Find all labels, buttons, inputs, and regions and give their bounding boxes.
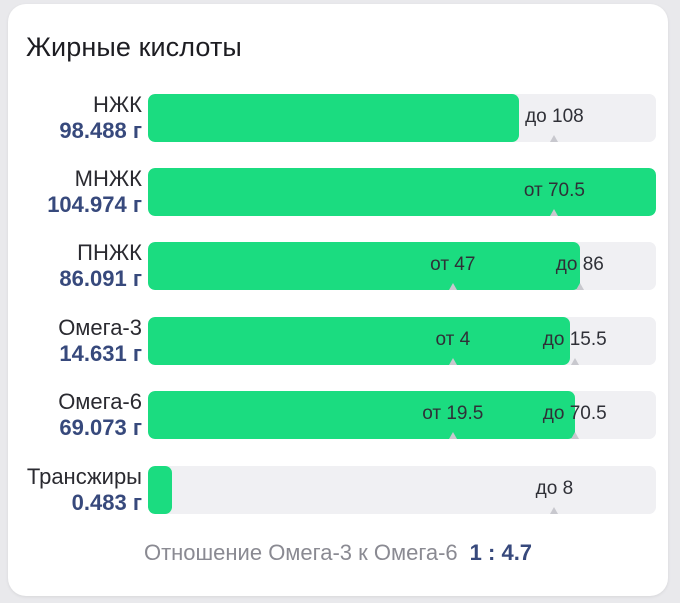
nutrient-amount: 0.483 г [71, 490, 142, 515]
range-marker-label: до 8 [535, 478, 574, 499]
nutrient-row[interactable]: Трансжиры 0.483 г до 8 [8, 464, 668, 516]
progress-track: от 47 до 86 [148, 242, 656, 290]
nutrient-name: ПНЖК [77, 240, 142, 265]
nutrient-label: МНЖК 104.974 г [0, 166, 142, 218]
nutrient-label: НЖК 98.488 г [0, 92, 142, 144]
range-marker-tick-icon [448, 358, 457, 365]
nutrient-label: Омега-3 14.631 г [0, 315, 142, 367]
fatty-acids-card: Жирные кислоты НЖК 98.488 г до 108 МНЖК 104.… [8, 4, 668, 596]
range-marker-tick-icon [550, 135, 559, 142]
progress-fill [148, 242, 580, 290]
nutrient-name: Омега-3 [58, 315, 142, 340]
omega-ratio-value: 1 : 4.7 [469, 540, 533, 565]
progress-fill [148, 94, 519, 142]
range-marker-label: от 19.5 [422, 403, 484, 424]
progress-track: от 4 до 15.5 [148, 317, 656, 365]
progress-fill [148, 168, 656, 216]
progress-fill [148, 466, 172, 514]
range-marker-tick-icon [550, 209, 559, 216]
progress-fill [148, 317, 570, 365]
nutrient-amount: 69.073 г [59, 415, 142, 440]
nutrient-amount: 104.974 г [47, 192, 142, 217]
progress-track: от 70.5 [148, 168, 656, 216]
range-marker-label: от 70.5 [523, 180, 585, 201]
omega-ratio-label: Отношение Омега-3 к Омега-6 [143, 540, 458, 565]
range-marker-label: от 4 [435, 329, 471, 350]
card-title: Жирные кислоты [26, 32, 242, 62]
nutrient-name: Омега-6 [58, 389, 142, 414]
nutrient-row[interactable]: Омега-3 14.631 г от 4 до 15.5 [8, 315, 668, 367]
nutrient-name: МНЖК [74, 166, 142, 191]
progress-track: до 108 [148, 94, 656, 142]
range-marker-tick-icon [550, 507, 559, 514]
progress-fill [148, 391, 575, 439]
range-marker-tick-icon [570, 358, 579, 365]
range-marker-label: от 47 [430, 254, 476, 275]
nutrient-amount: 86.091 г [59, 266, 142, 291]
range-marker-label: до 15.5 [542, 329, 607, 350]
range-marker-label: до 86 [555, 254, 604, 275]
nutrient-name: НЖК [92, 92, 142, 117]
nutrient-label: Омега-6 69.073 г [0, 389, 142, 441]
omega-ratio: Отношение Омега-3 к Омега-6 1 : 4.7 [8, 540, 668, 566]
range-marker-label: до 70.5 [542, 403, 607, 424]
progress-track: от 19.5 до 70.5 [148, 391, 656, 439]
range-marker-tick-icon [448, 283, 457, 290]
nutrient-name: Трансжиры [26, 464, 142, 489]
nutrient-amount: 98.488 г [59, 118, 142, 143]
range-marker-label: до 108 [525, 106, 584, 127]
progress-track: до 8 [148, 466, 656, 514]
nutrient-row[interactable]: МНЖК 104.974 г от 70.5 [8, 166, 668, 218]
nutrient-label: ПНЖК 86.091 г [0, 240, 142, 292]
nutrient-row[interactable]: Омега-6 69.073 г от 19.5 до 70.5 [8, 389, 668, 441]
nutrient-label: Трансжиры 0.483 г [0, 464, 142, 516]
nutrient-row[interactable]: ПНЖК 86.091 г от 47 до 86 [8, 240, 668, 292]
range-marker-tick-icon [448, 432, 457, 439]
nutrient-row[interactable]: НЖК 98.488 г до 108 [8, 92, 668, 144]
range-marker-tick-icon [575, 283, 584, 290]
range-marker-tick-icon [570, 432, 579, 439]
nutrient-amount: 14.631 г [59, 341, 142, 366]
